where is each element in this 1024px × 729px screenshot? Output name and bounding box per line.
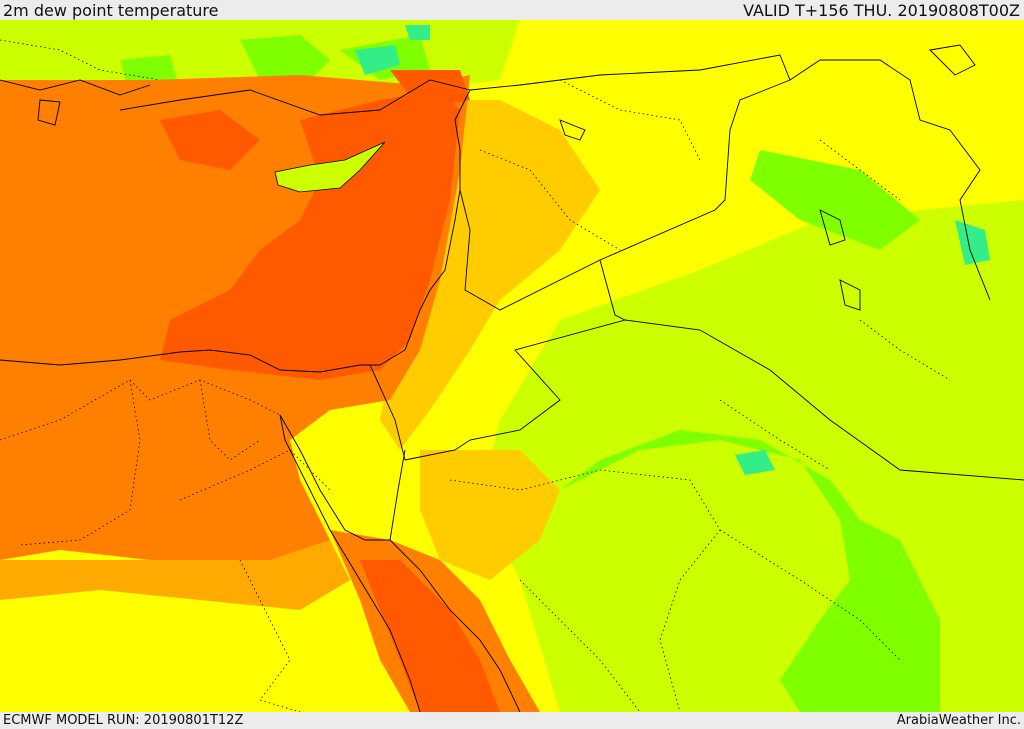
field-amber-arabia [420, 450, 560, 580]
field-teal-spot [735, 450, 775, 475]
country-borders [369, 54, 1024, 481]
credit: ArabiaWeather Inc. [896, 713, 1021, 728]
map-title: 2m dew point temperature [3, 1, 219, 20]
field-deeporange-core [160, 90, 460, 380]
valid-time: VALID T+156 THU. 20190808T00Z [743, 1, 1020, 20]
field-teal-north [355, 25, 430, 75]
field-lightorange-south [0, 540, 350, 610]
footer-bar: ECMWF MODEL RUN: 20190801T12Z ArabiaWeat… [0, 712, 1024, 729]
field-deeporange-north [160, 70, 470, 170]
field-green-iraq [750, 150, 920, 250]
field-cyprus [274, 141, 386, 193]
model-run: ECMWF MODEL RUN: 20190801T12Z [3, 713, 244, 728]
field-deeporange-redsea [360, 560, 500, 712]
field-green-patches-north [120, 35, 430, 95]
dewpoint-map [0, 20, 1024, 712]
field-teal-gulf [955, 220, 990, 265]
province-boundaries [0, 39, 951, 712]
field-green-saudi [560, 430, 940, 712]
header-bar: 2m dew point temperature VALID T+156 THU… [0, 0, 1024, 20]
